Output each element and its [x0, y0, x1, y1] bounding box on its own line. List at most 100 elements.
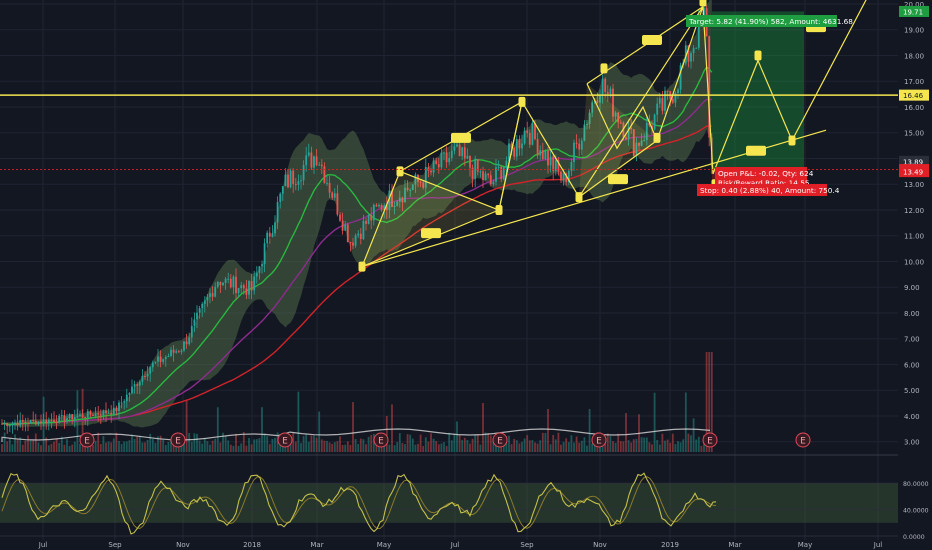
- candle-body: [318, 164, 321, 166]
- harmonic-pattern-drawings[interactable]: [358, 0, 873, 272]
- candle-body: [575, 142, 578, 144]
- candle-body: [422, 182, 425, 188]
- stop-label: Stop: 0.40 (2.88%) 40, Amount: 750.4: [700, 186, 840, 195]
- candle-body: [372, 204, 375, 221]
- candle-body: [97, 413, 100, 415]
- candle-body: [489, 175, 492, 185]
- candle-body: [658, 98, 661, 104]
- volume-bar: [409, 434, 412, 452]
- volume-bar: [37, 442, 40, 452]
- volume-bar: [203, 437, 206, 452]
- time-tick-label: Nov: [593, 541, 607, 549]
- candle-body: [58, 415, 61, 423]
- volume-bar: [528, 440, 531, 452]
- time-tick-label: Mar: [728, 541, 741, 549]
- volume-bar: [50, 443, 53, 452]
- volume-bar: [107, 441, 110, 452]
- volume-bar: [14, 434, 16, 452]
- pattern-point-marker: [518, 96, 526, 107]
- time-axis[interactable]: Jul Sep Nov 2018 Mar May Jul Sep Nov 2019 Mar May Ju…: [38, 541, 883, 549]
- candle-body: [258, 266, 261, 273]
- candle-body: [497, 166, 500, 168]
- pattern-ratio-tag: [642, 35, 662, 46]
- pattern-ratio-tag: [746, 145, 766, 156]
- candle-body: [193, 319, 196, 326]
- candle-body: [170, 349, 172, 356]
- candle-body: [339, 214, 341, 221]
- candle-body: [510, 143, 513, 148]
- candle-body: [539, 150, 542, 156]
- candle-body: [336, 193, 339, 215]
- candle-body: [333, 193, 336, 198]
- candle-body: [144, 376, 146, 378]
- volume-bar: [570, 435, 573, 452]
- candle-body: [409, 189, 412, 191]
- volume-bar: [307, 441, 310, 452]
- volume-bar: [518, 443, 521, 452]
- candle-body: [237, 288, 240, 294]
- candle-body: [521, 143, 523, 149]
- oscillator-line: [1, 472, 717, 535]
- earnings-marker-letter: E: [800, 437, 806, 447]
- volume-bar: [500, 443, 503, 452]
- volume-bar: [294, 441, 297, 452]
- volume-bar: [534, 442, 536, 452]
- candle-body: [305, 155, 308, 166]
- time-tick-label: May: [798, 541, 812, 549]
- candle-body: [463, 147, 466, 159]
- candle-body: [180, 350, 183, 352]
- earnings-marker-letter: E: [497, 437, 503, 447]
- candle-body: [99, 414, 102, 416]
- volume-bar: [201, 443, 204, 452]
- volume-bar: [619, 441, 622, 452]
- volume-bar: [359, 438, 362, 452]
- volume-bar: [487, 432, 490, 452]
- volume-bar: [560, 444, 562, 452]
- candle-body: [157, 356, 159, 362]
- bollinger-fill: [2, 0, 712, 428]
- candle-body: [47, 419, 50, 423]
- candle-body: [11, 423, 14, 425]
- candle-body: [341, 220, 344, 231]
- candle-body: [279, 193, 282, 203]
- volume-bar: [328, 442, 331, 452]
- candle-body: [427, 167, 430, 171]
- volume-bar: [341, 445, 344, 452]
- volume-bar: [427, 441, 430, 452]
- volume-bar: [575, 436, 578, 452]
- volume-bar: [513, 438, 516, 452]
- candle-body: [445, 152, 448, 163]
- candle-body: [89, 411, 92, 415]
- pattern-point-marker: [575, 192, 583, 203]
- volume-bar: [164, 445, 167, 452]
- candle-body: [313, 156, 315, 168]
- volume-bar: [484, 432, 487, 452]
- volume-bar: [456, 421, 458, 452]
- candle-body: [201, 303, 204, 309]
- volume-bar: [508, 435, 510, 452]
- candle-body: [276, 202, 279, 223]
- volume-bar: [193, 433, 196, 452]
- candle-body: [619, 122, 622, 124]
- candle-body: [331, 192, 334, 198]
- candle-body: [684, 45, 687, 64]
- candle-body: [253, 276, 256, 291]
- candle-body: [458, 144, 461, 157]
- volume-bar: [240, 443, 243, 452]
- candle-body: [92, 414, 94, 416]
- candle-body: [357, 233, 360, 236]
- candle-body: [359, 233, 362, 239]
- price-tick-label: 7.00: [904, 336, 920, 344]
- volume-bar: [398, 433, 401, 452]
- candle-body: [401, 197, 404, 203]
- candle-body: [393, 205, 396, 207]
- volume-bar: [157, 436, 159, 452]
- pattern-line: [498, 101, 523, 211]
- volume-bar: [261, 407, 263, 452]
- volume-bar: [185, 400, 188, 452]
- volume-bar: [214, 438, 217, 452]
- price-axis[interactable]: 3.00 4.00 5.00 6.00 7.00 8.00 9.00 10.00 11.00 12…: [898, 0, 932, 550]
- candle-body: [612, 88, 614, 117]
